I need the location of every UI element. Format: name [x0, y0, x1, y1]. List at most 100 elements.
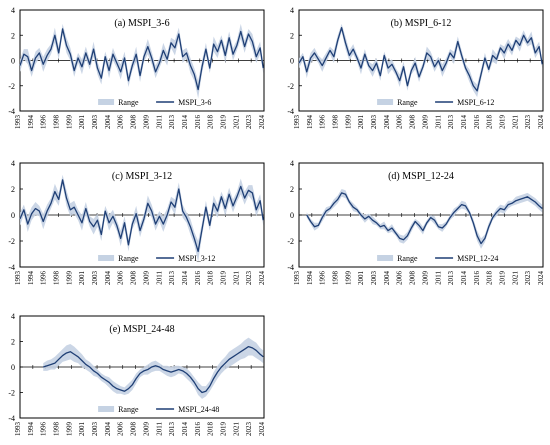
- x-tick-label: 1999: [344, 271, 352, 286]
- chart-panel-2: -4 -2 0 2 4 1993 1994 1996 1998 1999 2001 2003 2004 2…: [8, 159, 266, 285]
- x-tick-label: 2023: [245, 115, 253, 130]
- chart-panels: -4 -2 0 2 4 1993 1994 1996 1998 1999 2001 2003 2004 2…: [8, 6, 545, 436]
- y-tick-label: -4: [287, 107, 294, 116]
- x-tick-label: 1994: [27, 115, 35, 130]
- x-tick-label: 2016: [473, 271, 481, 286]
- x-tick-label: 2013: [168, 422, 176, 437]
- legend-swatch-range: [98, 99, 115, 105]
- x-tick-label: 2014: [181, 271, 189, 286]
- legend-label-range: Range: [397, 98, 418, 107]
- y-tick-label: 2: [11, 338, 15, 347]
- x-tick-label: 2006: [117, 115, 125, 129]
- x-tick-label: 2008: [409, 115, 417, 130]
- x-tick-label: 1998: [53, 422, 61, 437]
- y-tick-label: -2: [287, 82, 294, 91]
- x-tick-label: 2021: [232, 271, 240, 286]
- x-tick-label: 2014: [181, 422, 189, 437]
- x-tick-label: 2014: [460, 271, 468, 286]
- x-tick-label: 2009: [421, 271, 429, 286]
- y-tick-label: 0: [290, 211, 294, 220]
- chart-title: (a) MSPI_3-6: [114, 18, 169, 29]
- x-tick-label: 2018: [486, 115, 494, 130]
- x-tick-label: 1998: [332, 115, 340, 130]
- chart-title: (e) MSPI_24-48: [109, 324, 174, 335]
- x-tick-label: 2004: [383, 271, 391, 286]
- x-tick-label: 2018: [207, 271, 215, 286]
- x-tick-label: 2011: [155, 271, 163, 285]
- x-tick-label: 2016: [473, 115, 481, 130]
- y-tick-label: 0: [11, 57, 15, 66]
- x-tick-label: 2009: [142, 271, 150, 286]
- x-tick-label: 2019: [498, 271, 506, 286]
- x-tick-label: 2011: [434, 115, 442, 129]
- range-band: [299, 23, 543, 98]
- x-tick-label: 2011: [434, 271, 442, 285]
- x-tick-label: 1998: [53, 115, 61, 130]
- x-tick-label: 2021: [511, 271, 519, 286]
- legend-label-range: Range: [118, 405, 139, 414]
- y-tick-label: 2: [11, 185, 15, 194]
- x-tick-label: 1996: [319, 115, 327, 130]
- x-tick-label: 2008: [130, 115, 138, 130]
- x-tick-label: 2019: [219, 115, 227, 130]
- chart-title: (d) MSPI_12-24: [388, 171, 454, 182]
- x-tick-label: 2003: [91, 115, 99, 130]
- chart-title: (b) MSPI_6-12: [391, 18, 452, 29]
- y-tick-label: 4: [290, 159, 294, 168]
- x-tick-label: 2006: [396, 271, 404, 286]
- x-tick-label: 2013: [447, 115, 455, 130]
- chart-title: (c) MSPI_3-12: [112, 171, 172, 182]
- y-tick-label: 4: [11, 6, 15, 15]
- x-tick-label: 2023: [245, 422, 253, 437]
- y-tick-label: 4: [11, 312, 15, 321]
- x-tick-label: 2006: [117, 271, 125, 286]
- y-tick-label: -4: [8, 414, 15, 423]
- x-tick-label: 2008: [130, 271, 138, 286]
- y-tick-label: 2: [290, 185, 294, 194]
- y-tick-label: 2: [11, 31, 15, 40]
- y-tick-label: -4: [287, 263, 294, 272]
- x-tick-label: 2013: [168, 271, 176, 286]
- x-tick-label: 2003: [370, 115, 378, 130]
- x-tick-label: 1996: [40, 271, 48, 286]
- x-tick-label: 2014: [181, 115, 189, 130]
- range-band: [43, 337, 264, 399]
- legend-label-series: MSPI_3-6: [178, 98, 211, 107]
- y-tick-label: -2: [287, 237, 294, 246]
- x-tick-label: 2023: [524, 115, 532, 130]
- x-tick-label: 2016: [194, 422, 202, 437]
- x-tick-label: 2009: [421, 115, 429, 130]
- x-tick-label: 1993: [14, 422, 22, 437]
- x-tick-label: 1994: [27, 422, 35, 437]
- x-tick-label: 2019: [219, 422, 227, 437]
- x-tick-label: 2009: [142, 115, 150, 130]
- legend-label-series: MSPI_12-24: [457, 254, 498, 263]
- x-tick-label: 2011: [155, 422, 163, 436]
- x-tick-label: 2016: [194, 115, 202, 130]
- y-tick-label: -2: [8, 389, 15, 398]
- x-tick-label: 1993: [14, 271, 22, 286]
- x-tick-label: 1998: [332, 271, 340, 286]
- x-tick-label: 2004: [104, 271, 112, 286]
- x-tick-label: 2021: [232, 115, 240, 130]
- x-tick-label: 2016: [194, 271, 202, 286]
- series-line-MSPI_3-6: [19, 28, 264, 91]
- x-tick-label: 2006: [396, 115, 404, 130]
- x-tick-label: 2024: [537, 271, 545, 286]
- x-tick-label: 2013: [168, 115, 176, 130]
- y-tick-label: -4: [8, 107, 15, 116]
- x-tick-label: 2006: [117, 422, 125, 437]
- x-tick-label: 1999: [65, 115, 73, 130]
- x-tick-label: 2001: [78, 422, 86, 437]
- series-line-MSPI_6-12: [298, 27, 543, 92]
- x-tick-label: 2019: [219, 271, 227, 286]
- x-tick-label: 2001: [357, 271, 365, 286]
- x-tick-label: 2024: [537, 115, 545, 130]
- x-tick-label: 1999: [65, 271, 73, 286]
- x-tick-label: 2023: [524, 271, 532, 286]
- y-tick-label: -4: [8, 263, 15, 272]
- chart-panel-1: -4 -2 0 2 4 1993 1994 1996 1998 1999 2001 2003 2004 2…: [287, 6, 545, 129]
- legend-label-series: MSPI_24-48: [178, 405, 219, 414]
- x-tick-label: 1994: [27, 271, 35, 286]
- x-tick-label: 2003: [370, 271, 378, 286]
